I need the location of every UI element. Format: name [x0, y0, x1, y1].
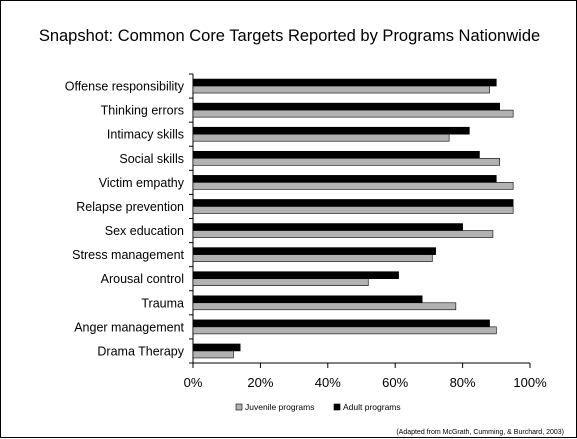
category-label: Drama Therapy	[97, 344, 184, 358]
x-tick-label: 40%	[315, 375, 341, 390]
bar-juvenile	[192, 254, 433, 262]
legend-juvenile-label: Juvenile programs	[245, 402, 314, 412]
bar-juvenile	[192, 109, 514, 118]
bar-adult	[192, 102, 500, 111]
bar-juvenile	[192, 326, 497, 335]
category-label: Relapse prevention	[76, 200, 184, 214]
bar-adult	[192, 150, 480, 159]
x-tick-label: 20%	[247, 375, 273, 390]
legend-juvenile-swatch	[235, 403, 243, 411]
category-label: Social skills	[119, 152, 184, 166]
bar-juvenile	[192, 302, 457, 311]
x-tick-label: 0%	[184, 375, 203, 390]
bar-adult	[192, 223, 463, 231]
legend-adult-swatch	[333, 403, 341, 411]
bar-juvenile	[192, 206, 514, 214]
bar-adult	[192, 175, 497, 183]
category-label: Offense responsibility	[65, 80, 185, 94]
category-label: Arousal control	[101, 272, 184, 286]
bar-adult	[192, 199, 514, 207]
bar-juvenile	[192, 133, 450, 142]
category-label: Intimacy skills	[107, 128, 184, 142]
bar-juvenile	[192, 85, 490, 94]
x-tick-label: 80%	[450, 375, 476, 390]
chart-title: Snapshot: Common Core Targets Reported b…	[38, 27, 541, 45]
category-label: Stress management	[72, 248, 184, 262]
bar-adult	[192, 78, 497, 87]
category-label: Victim empathy	[99, 176, 185, 190]
x-tick-label: 60%	[382, 375, 408, 390]
category-label: Trauma	[141, 296, 184, 310]
category-label: Sex education	[105, 224, 184, 238]
bar-adult	[192, 271, 399, 280]
bar-adult	[192, 343, 241, 352]
bar-juvenile	[192, 182, 514, 190]
bar-juvenile	[192, 278, 369, 287]
category-label: Anger management	[74, 320, 184, 334]
legend-adult-label: Adult programs	[343, 402, 401, 412]
bar-juvenile	[192, 157, 500, 166]
bar-juvenile	[192, 350, 234, 359]
bar-adult	[192, 319, 490, 328]
source-citation: (Adapted from McGrath, Cumming, & Burcha…	[396, 429, 564, 436]
x-tick-label: 100%	[513, 375, 547, 390]
bar-juvenile	[192, 230, 494, 238]
bar-adult	[192, 295, 423, 304]
bar-adult	[192, 247, 436, 255]
bar-adult	[192, 126, 470, 135]
category-label: Thinking errors	[101, 104, 184, 118]
